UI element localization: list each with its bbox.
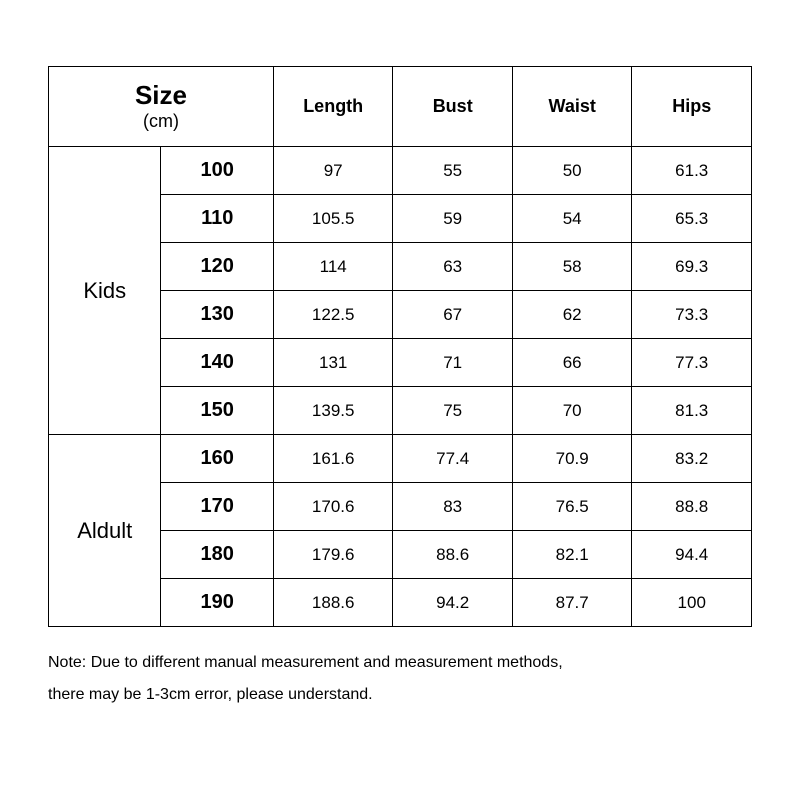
cell-waist: 76.5 [512,483,632,531]
cell-hips: 69.3 [632,243,752,291]
cell-bust: 59 [393,195,513,243]
header-hips: Hips [632,67,752,147]
size-value: 110 [161,195,273,243]
header-waist: Waist [512,67,632,147]
cell-bust: 88.6 [393,531,513,579]
cell-waist: 70 [512,387,632,435]
cell-bust: 94.2 [393,579,513,627]
cell-waist: 62 [512,291,632,339]
header-size-label: Size [49,81,273,110]
header-bust: Bust [393,67,513,147]
cell-hips: 88.8 [632,483,752,531]
footnote: Note: Due to different manual measuremen… [48,647,752,711]
header-size-unit: (cm) [49,111,273,132]
cell-length: 139.5 [273,387,393,435]
cell-bust: 63 [393,243,513,291]
table-row: Aldult 160 161.6 77.4 70.9 83.2 [49,435,752,483]
cell-waist: 70.9 [512,435,632,483]
cell-length: 179.6 [273,531,393,579]
cell-hips: 100 [632,579,752,627]
cell-length: 105.5 [273,195,393,243]
cell-hips: 77.3 [632,339,752,387]
cell-waist: 50 [512,147,632,195]
category-adult: Aldult [49,435,161,627]
category-kids: Kids [49,147,161,435]
cell-length: 97 [273,147,393,195]
cell-bust: 67 [393,291,513,339]
size-chart-table: Size (cm) Length Bust Waist Hips Kids 10… [48,66,752,627]
cell-bust: 71 [393,339,513,387]
footnote-line2: there may be 1-3cm error, please underst… [48,686,373,703]
footnote-line1: Note: Due to different manual measuremen… [48,654,563,671]
table-header-row: Size (cm) Length Bust Waist Hips [49,67,752,147]
cell-bust: 55 [393,147,513,195]
size-value: 170 [161,483,273,531]
size-value: 180 [161,531,273,579]
cell-waist: 54 [512,195,632,243]
cell-length: 122.5 [273,291,393,339]
cell-length: 170.6 [273,483,393,531]
size-value: 150 [161,387,273,435]
cell-length: 114 [273,243,393,291]
cell-length: 188.6 [273,579,393,627]
header-length: Length [273,67,393,147]
cell-waist: 58 [512,243,632,291]
cell-waist: 87.7 [512,579,632,627]
size-value: 190 [161,579,273,627]
size-value: 120 [161,243,273,291]
cell-length: 161.6 [273,435,393,483]
size-value: 130 [161,291,273,339]
cell-hips: 94.4 [632,531,752,579]
cell-hips: 61.3 [632,147,752,195]
cell-hips: 65.3 [632,195,752,243]
cell-bust: 77.4 [393,435,513,483]
cell-length: 131 [273,339,393,387]
cell-bust: 75 [393,387,513,435]
cell-hips: 81.3 [632,387,752,435]
size-value: 160 [161,435,273,483]
cell-hips: 73.3 [632,291,752,339]
cell-waist: 82.1 [512,531,632,579]
size-value: 100 [161,147,273,195]
table-row: Kids 100 97 55 50 61.3 [49,147,752,195]
cell-hips: 83.2 [632,435,752,483]
size-value: 140 [161,339,273,387]
cell-bust: 83 [393,483,513,531]
cell-waist: 66 [512,339,632,387]
header-size: Size (cm) [49,67,274,147]
